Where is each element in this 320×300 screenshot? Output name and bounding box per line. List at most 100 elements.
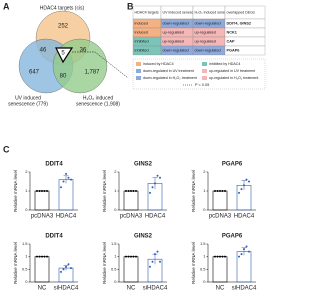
bar xyxy=(212,190,228,211)
data-point xyxy=(219,190,221,192)
x-tick-label: NC xyxy=(127,286,136,292)
bar xyxy=(123,190,139,211)
venn-label: senescence (779) xyxy=(8,101,48,107)
data-point xyxy=(41,190,43,192)
data-point xyxy=(216,190,219,192)
x-tick-label: NC xyxy=(216,286,225,292)
cell-text: down-regulated xyxy=(195,22,221,26)
data-point xyxy=(43,190,46,192)
chart-title: DDIT4 xyxy=(45,234,63,240)
figure: A B C HDAC4 targets (cis) 252 46 36 5 647 80 1,… xyxy=(3,1,266,292)
bar xyxy=(34,256,50,283)
chart-title: GINS2 xyxy=(134,162,153,168)
header-text: HDAC4 targets xyxy=(135,10,159,14)
data-point xyxy=(67,263,70,266)
data-point xyxy=(221,190,224,192)
y-tick-label: 1 xyxy=(25,254,28,259)
data-point xyxy=(41,255,43,258)
chart-title: DDIT4 xyxy=(45,162,63,168)
data-point xyxy=(70,178,72,181)
data-point xyxy=(46,190,48,192)
cell-text: up-regulated xyxy=(163,40,184,44)
data-point xyxy=(127,190,130,192)
data-point xyxy=(125,190,127,192)
venn-label: senescence (1,908) xyxy=(76,101,120,107)
cell-text: up-regulated xyxy=(163,31,184,35)
data-point xyxy=(224,255,226,258)
legend-swatch xyxy=(202,69,207,73)
venn-count: 5 xyxy=(61,51,65,57)
data-point xyxy=(245,178,248,181)
y-tick-label: 0 xyxy=(114,279,117,284)
data-point xyxy=(132,190,135,192)
x-tick-label: HDAC4 xyxy=(234,214,255,220)
cell-text: down-regulated xyxy=(195,49,221,53)
y-tick-label: 1.5 xyxy=(22,241,28,246)
x-tick-label: HDAC4 xyxy=(145,214,166,220)
y-tick-label: 0 xyxy=(25,279,28,284)
venn-label: UV induced xyxy=(15,95,41,101)
data-point xyxy=(151,186,154,189)
y-tick-label: 1 xyxy=(114,254,117,259)
header-text: H₂O₂ induced senescence xyxy=(195,10,237,14)
venn-count: 1,787 xyxy=(84,70,100,76)
x-tick-label: pcDNA3 xyxy=(120,214,143,220)
y-axis-label: Relative mRNA level xyxy=(191,170,196,212)
data-point xyxy=(43,255,46,258)
venn-count: 46 xyxy=(40,48,47,54)
venn-count: 647 xyxy=(29,70,40,76)
data-point xyxy=(149,265,151,268)
cell-text: PGAP6 xyxy=(227,49,240,53)
data-point xyxy=(62,268,65,271)
data-point xyxy=(130,190,132,192)
data-point xyxy=(248,250,250,253)
legend-swatch xyxy=(202,76,207,80)
data-point xyxy=(38,255,41,258)
data-point xyxy=(154,182,156,185)
data-point xyxy=(243,184,245,187)
data-point xyxy=(159,260,161,263)
data-point xyxy=(243,248,245,251)
y-tick-label: 1.5 xyxy=(200,241,206,246)
data-point xyxy=(60,186,62,189)
y-axis-label: Relative mRNA level xyxy=(13,242,18,284)
y-axis-label: Relative mRNA level xyxy=(13,170,18,212)
x-tick-label: siHDAC4 xyxy=(143,286,168,292)
data-point xyxy=(135,190,137,192)
legend-swatch xyxy=(202,62,207,66)
y-tick-label: 0.5 xyxy=(200,266,206,271)
y-tick-label: 0 xyxy=(25,207,28,212)
y-tick-label: 2 xyxy=(114,169,117,174)
venn-label: H₂O₂ induced xyxy=(83,95,114,101)
data-point xyxy=(125,255,127,258)
y-axis-label: Relative mRNA level xyxy=(191,242,196,284)
data-point xyxy=(156,174,159,177)
data-point xyxy=(248,180,250,183)
data-point xyxy=(238,191,240,194)
y-tick-label: 0.5 xyxy=(111,266,117,271)
data-point xyxy=(245,245,248,248)
y-tick-label: 0 xyxy=(203,207,206,212)
data-point xyxy=(156,250,159,253)
data-point xyxy=(151,260,154,263)
data-point xyxy=(70,267,72,270)
table-cell xyxy=(224,45,266,56)
data-point xyxy=(224,190,226,192)
data-point xyxy=(65,172,67,175)
legend-swatch xyxy=(136,76,141,80)
data-point xyxy=(238,255,240,258)
venn-diagram: HDAC4 targets (cis) 252 46 36 5 647 80 1,787 UV … xyxy=(8,5,129,107)
cell-text: down-regulated xyxy=(163,22,189,26)
data-point xyxy=(154,253,156,256)
data-point xyxy=(240,188,243,191)
legend-label: up-regulated in UV treatment xyxy=(209,69,255,73)
y-tick-label: 0 xyxy=(203,279,206,284)
legend-swatch xyxy=(136,69,141,73)
venn-count: 36 xyxy=(80,48,87,54)
panel-letter: A xyxy=(3,1,10,11)
bar xyxy=(58,179,74,211)
bar xyxy=(123,256,139,283)
data-point xyxy=(221,255,224,258)
legend-label: induced by HDAC4 xyxy=(143,62,174,66)
